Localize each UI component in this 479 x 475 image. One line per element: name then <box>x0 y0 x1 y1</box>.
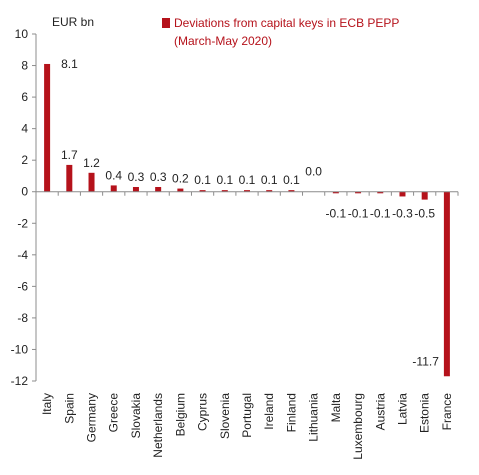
y-tick-label: 4 <box>21 122 28 136</box>
bar <box>399 191 406 197</box>
bar <box>266 190 273 192</box>
bar <box>199 190 206 192</box>
data-label: 0.2 <box>172 172 189 186</box>
bar <box>443 191 450 377</box>
data-label: 0.0 <box>305 165 322 179</box>
x-category-label: Latvia <box>395 393 409 425</box>
y-tick-label: 8 <box>21 59 28 73</box>
unit-label: EUR bn <box>52 15 94 29</box>
y-axis: 10 8 6 4 2 0 -2 -4 -6 -8 -10 -12 <box>11 27 37 388</box>
x-category-label: Malta <box>329 393 343 423</box>
data-label: 0.1 <box>216 173 233 187</box>
bar <box>110 185 117 192</box>
data-label: 0.3 <box>150 170 167 184</box>
data-label: -0.1 <box>370 207 391 221</box>
x-category-label: Slovenia <box>218 393 232 439</box>
legend-text-line2: (March-May 2020) <box>174 34 272 48</box>
x-labels: Italy Spain Germany Greece Slovakia Netherlan… <box>40 393 454 460</box>
data-label: -0.1 <box>348 207 369 221</box>
bar <box>44 63 51 192</box>
data-label: -0.1 <box>325 207 346 221</box>
bar <box>377 191 384 194</box>
bar <box>88 172 95 192</box>
y-tick-label: 0 <box>21 185 28 199</box>
y-tick-label: 6 <box>21 90 28 104</box>
data-label: 0.1 <box>283 173 300 187</box>
bar <box>288 190 295 192</box>
x-category-label: Belgium <box>173 393 187 436</box>
data-labels: 8.1 1.7 1.2 0.4 0.3 0.3 0.2 0.1 0.1 0.1 0.1 0.1 0.0 -… <box>61 57 439 368</box>
x-category-label: Spain <box>62 393 76 424</box>
data-label: 0.1 <box>239 173 256 187</box>
data-label: 0.1 <box>194 173 211 187</box>
x-axis <box>35 191 459 196</box>
bar <box>132 186 139 192</box>
y-tick-label: -12 <box>11 374 29 388</box>
x-category-label: Portugal <box>240 393 254 438</box>
y-tick-label: -8 <box>17 311 28 325</box>
legend-swatch <box>162 18 170 28</box>
y-tick-label: -2 <box>17 216 28 230</box>
y-tick-label: 2 <box>21 153 28 167</box>
x-category-label: Greece <box>107 393 121 433</box>
x-category-label: Cyprus <box>196 393 210 431</box>
y-tick-label: -6 <box>17 279 28 293</box>
data-label: 0.3 <box>128 170 145 184</box>
x-category-label: Austria <box>373 393 387 431</box>
data-label: 8.1 <box>61 57 78 71</box>
y-tick-label: -4 <box>17 248 28 262</box>
x-category-label: Estonia <box>418 393 432 433</box>
bars <box>44 63 450 377</box>
data-label: 1.2 <box>83 156 100 170</box>
bar <box>421 191 428 200</box>
y-tick-label: -10 <box>11 342 29 356</box>
bar <box>221 190 228 192</box>
legend: Deviations from capital keys in ECB PEPP… <box>162 16 399 48</box>
x-category-label: France <box>440 393 454 431</box>
bar <box>66 164 73 192</box>
data-label: -0.3 <box>392 207 413 221</box>
x-category-label: Finland <box>284 393 298 432</box>
data-label: 0.4 <box>105 168 122 182</box>
data-label: 0.1 <box>261 173 278 187</box>
bar <box>155 186 162 192</box>
bar <box>332 191 339 194</box>
data-label: -11.7 <box>412 354 439 368</box>
bar <box>177 188 184 192</box>
bar <box>244 190 250 192</box>
data-label: -0.5 <box>414 207 435 221</box>
y-tick-label: 10 <box>15 27 29 41</box>
x-category-label: Slovakia <box>129 393 143 439</box>
data-label: 1.7 <box>61 148 78 162</box>
x-category-label: Luxembourg <box>351 393 365 460</box>
legend-text-line1: Deviations from capital keys in ECB PEPP <box>174 16 399 30</box>
x-category-label: Italy <box>40 393 54 415</box>
x-category-label: Ireland <box>262 393 276 430</box>
x-category-label: Netherlands <box>151 393 165 458</box>
bar <box>355 191 362 194</box>
x-category-label: Lithuania <box>307 393 321 442</box>
x-category-label: Germany <box>85 393 99 442</box>
